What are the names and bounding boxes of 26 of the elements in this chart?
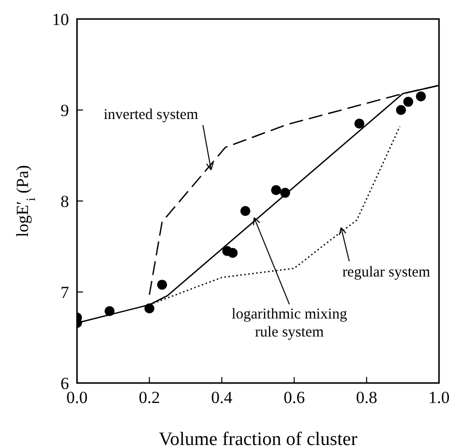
x-tick-label: 0.0 <box>66 388 88 408</box>
point <box>416 91 426 102</box>
annotation: regular system <box>342 264 431 280</box>
point <box>403 96 414 107</box>
y-tick-label: 6 <box>60 374 69 394</box>
x-axis-title: Volume fraction of cluster <box>158 429 358 447</box>
point <box>144 303 154 314</box>
point <box>396 105 406 115</box>
x-tick-label: 0.6 <box>284 388 305 408</box>
x-tick-label: 1.0 <box>428 388 450 408</box>
point <box>157 280 168 290</box>
point <box>271 185 282 196</box>
annotation: inverted system <box>104 107 199 124</box>
y-tick-label: 7 <box>60 283 70 302</box>
point <box>104 306 115 316</box>
point <box>354 118 364 129</box>
annotation: logarithmic mixing rule system <box>232 306 348 340</box>
x-tick-label: 0.4 <box>211 388 233 408</box>
point <box>228 248 238 258</box>
point <box>280 188 290 198</box>
y-tick-label: 10 <box>52 10 69 30</box>
point <box>240 206 250 216</box>
y-tick-label: 8 <box>60 192 69 212</box>
y-tick-label: 9 <box>60 101 69 120</box>
x-tick-label: 0.2 <box>138 388 160 408</box>
x-tick-label: 0.8 <box>356 388 378 408</box>
